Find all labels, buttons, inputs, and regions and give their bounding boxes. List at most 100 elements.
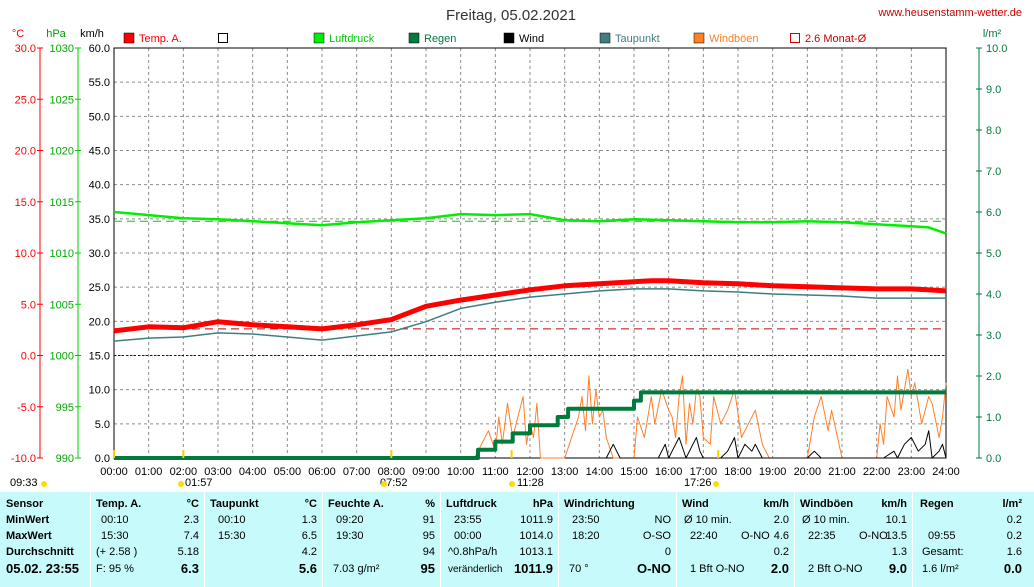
temp-max-time: 15:30 — [101, 530, 129, 542]
speed-tick-label: 15.0 — [89, 351, 110, 363]
x-tick-label: 00:00 — [100, 466, 128, 478]
marker-time-label: 01:57 — [185, 477, 213, 489]
pressure-tick-label: 1000 — [50, 351, 74, 363]
press-unit: hPa — [532, 498, 553, 510]
gust-min: 10.1 — [885, 514, 907, 526]
unit-speed: km/h — [80, 28, 104, 40]
x-tick-label: 07:00 — [343, 466, 371, 478]
gust-max: 13.5 — [885, 530, 907, 542]
rain-tick-label: 3.0 — [986, 330, 1001, 342]
series-line — [113, 278, 947, 334]
rain-tick-label: 9.0 — [986, 84, 1001, 96]
x-tick-label: 09:00 — [412, 466, 440, 478]
rain-max: 0.2 — [1006, 530, 1022, 542]
stats-col-direction: Windrichtung 23:50 NO 18:20 O-SO 0 70 ° … — [559, 492, 676, 587]
hum-title: Feuchte A. — [328, 498, 384, 510]
stats-sensor-label: Sensor — [6, 498, 44, 510]
time-markers: 09:33 01:57 07:52 11:28 17:26 — [10, 450, 720, 489]
pressure-tick-label: 1025 — [50, 94, 74, 106]
hum-unit: % — [425, 498, 435, 510]
press-trend: ^0.8hPa/h — [448, 546, 498, 558]
hum-current: 95 — [420, 561, 435, 576]
unit-temp: °C — [12, 28, 24, 40]
gust-bft: 2 Bft O-NO — [808, 563, 863, 575]
dew-current: 5.6 — [298, 561, 317, 576]
x-tick-label: 12:00 — [516, 466, 544, 478]
temp-tick-label: 5.0 — [21, 299, 36, 311]
site-url[interactable]: www.heusenstamm-wetter.de — [877, 7, 1022, 19]
gust-current: 9.0 — [888, 561, 907, 576]
rain-tick-label: 2.0 — [986, 371, 1001, 383]
series-line — [605, 430, 947, 459]
series-line — [113, 288, 946, 342]
stats-col-labels: Sensor MinWert MaxWert Durchschnitt 05.0… — [0, 492, 90, 587]
dir-min: NO — [654, 514, 672, 526]
temp-min: 2.3 — [183, 514, 199, 526]
legend-swatch — [693, 32, 705, 44]
rain-tick-label: 5.0 — [986, 248, 1001, 260]
speed-tick-label: 35.0 — [89, 214, 110, 226]
temp-current: 6.3 — [180, 561, 199, 576]
hum-max-time: 19:30 — [336, 530, 364, 542]
temp-tick-label: 15.0 — [15, 197, 36, 209]
grid — [113, 47, 947, 459]
legend-label: Windböen — [709, 33, 759, 45]
legend-label: Wind — [519, 33, 544, 45]
pressure-tick-label: 1020 — [50, 146, 74, 158]
stats-max-label: MaxWert — [6, 530, 52, 542]
dew-max-time: 15:30 — [218, 530, 246, 542]
legend: Temp. A. Luftdruck Regen Wind Taupunkt Windbö… — [123, 32, 867, 45]
temp-title: Temp. A. — [96, 498, 142, 510]
press-avg: 1013.1 — [519, 546, 553, 558]
legend-swatch — [123, 32, 135, 44]
x-tick-label: 23:00 — [898, 466, 926, 478]
unit-pressure: hPa — [46, 28, 66, 40]
pressure-tick-label: 1010 — [50, 248, 74, 260]
x-tick-label: 15:00 — [620, 466, 648, 478]
x-tick-label: 24:00 — [932, 466, 960, 478]
rain-current: 0.0 — [1003, 561, 1022, 576]
hum-avg: 94 — [422, 546, 435, 558]
speed-tick-label: 10.0 — [89, 385, 110, 397]
temp-max: 7.4 — [183, 530, 199, 542]
dew-title: Taupunkt — [210, 498, 259, 510]
hum-max: 95 — [422, 530, 435, 542]
x-tick-label: 18:00 — [724, 466, 752, 478]
stats-separator — [204, 492, 205, 587]
stats-separator — [912, 492, 913, 587]
marker-time-label: 09:33 — [10, 477, 38, 489]
stats-min-label: MinWert — [6, 514, 50, 526]
x-tick-label: 14:00 — [586, 466, 614, 478]
x-tick-label: 10:00 — [447, 466, 475, 478]
stats-col-rain: Regen l/m² 0.2 09:55 0.2 Gesamt: 1.6 1.6… — [913, 492, 1034, 587]
weather-chart: Freitag, 05.02.2021 www.heusenstamm-wett… — [10, 7, 1022, 489]
marker-dot — [41, 481, 47, 487]
rain-tick-label: 0.0 — [986, 453, 1001, 465]
x-tick-label: 08:00 — [378, 466, 406, 478]
pressure-tick-label: 1005 — [50, 299, 74, 311]
dir-max: O-SO — [642, 530, 671, 542]
rain-max-time: 09:55 — [928, 530, 956, 542]
series-line — [474, 368, 947, 459]
temp-tick-label: -10.0 — [11, 453, 36, 465]
rain-title: Regen — [920, 498, 954, 510]
x-tick-label: 05:00 — [274, 466, 302, 478]
temp-min-time: 00:10 — [101, 514, 129, 526]
hum-min: 91 — [422, 514, 435, 526]
stats-panel: Sensor MinWert MaxWert Durchschnitt 05.0… — [0, 492, 1034, 587]
wind-min: 2.0 — [773, 514, 789, 526]
wind-unit: km/h — [763, 498, 789, 510]
speed-tick-label: 30.0 — [89, 248, 110, 260]
rain-rate: 1.6 l/m² — [922, 563, 959, 575]
press-min-time: 23:55 — [454, 514, 482, 526]
gust-min-label: Ø 10 min. — [802, 514, 850, 526]
axes: 30.0 25.0 20.0 15.0 10.0 5.0 0.0 -5.0 -10.0 1030 1… — [11, 43, 1008, 478]
rain-tick-label: 10.0 — [986, 43, 1007, 55]
temp-tick-label: 0.0 — [21, 351, 36, 363]
dew-min-time: 00:10 — [218, 514, 246, 526]
wind-bft: 1 Bft O-NO — [690, 563, 745, 575]
marker-dot — [713, 481, 719, 487]
x-tick-label: 21:00 — [828, 466, 856, 478]
series-line — [113, 210, 947, 235]
pressure-tick-label: 990 — [56, 453, 74, 465]
